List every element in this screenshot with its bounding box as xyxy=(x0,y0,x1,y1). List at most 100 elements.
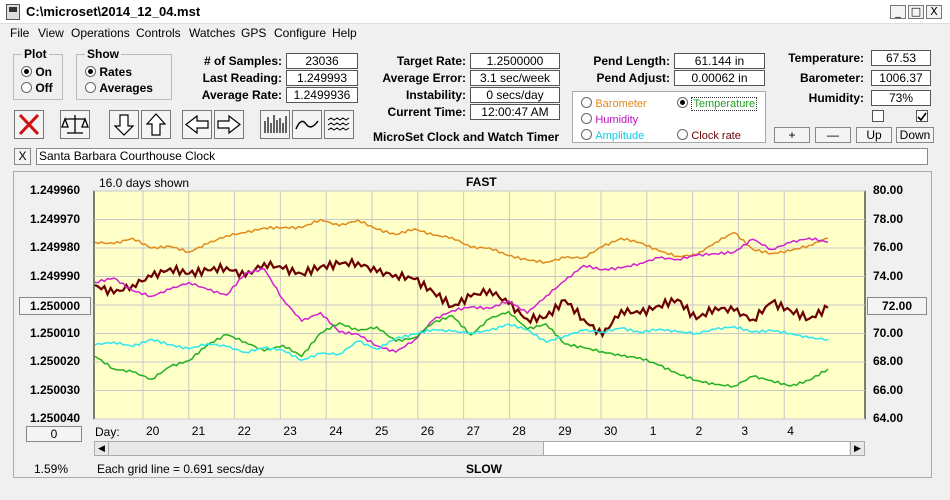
series-line-temperature xyxy=(94,218,829,264)
day-tick-label: 4 xyxy=(787,424,794,438)
day-tick-label: 29 xyxy=(558,424,572,438)
day-tick-label: 24 xyxy=(329,424,343,438)
target-rate-input[interactable]: 1.2500000 xyxy=(470,53,560,69)
day-tick-label: 1 xyxy=(649,424,657,438)
right-tick-label: 66.00 xyxy=(873,382,904,397)
show-averages-radio[interactable]: Averages xyxy=(85,81,153,95)
day-tick-label: 30 xyxy=(604,424,618,438)
scroll-right-arrow-icon[interactable]: ▶ xyxy=(850,442,864,455)
left-tick-label: 1.250010 xyxy=(30,325,81,340)
humidity-stat-label: Humidity: xyxy=(808,91,864,105)
series-humidity-radio[interactable]: Humidity xyxy=(581,112,638,126)
x-axis-label: Day: xyxy=(95,425,120,439)
wave-icon xyxy=(295,120,319,130)
amplitude-label: Amplitude xyxy=(595,130,645,142)
show-group: Show xyxy=(76,47,172,100)
right-tick-label: 68.00 xyxy=(873,354,904,368)
fast-label: FAST xyxy=(466,175,497,189)
plot-on-label: On xyxy=(35,65,53,79)
menu-file[interactable]: File xyxy=(10,26,30,40)
noise-plot-button[interactable] xyxy=(324,110,354,139)
show-averages-label: Averages xyxy=(99,81,153,95)
arrow-up-icon xyxy=(145,113,167,136)
day-tick-label: 23 xyxy=(283,424,297,438)
maximize-button[interactable]: □ xyxy=(908,5,924,19)
series-clock-rate-radio[interactable]: Clock rate xyxy=(677,128,741,142)
window-title: C:\microset\2014_12_04.mst xyxy=(26,4,201,19)
pend-adjust-value: 0.00062 in xyxy=(674,70,765,86)
left-center-button[interactable]: 1.250000 xyxy=(19,297,91,315)
offset-button[interactable]: 0 xyxy=(26,426,82,442)
series-temperature-radio[interactable]: Temperature xyxy=(677,96,758,111)
move-down-button[interactable] xyxy=(109,110,139,139)
barometer-stat-value: 1006.37 xyxy=(871,70,931,86)
days-shown-label: 16.0 days shown xyxy=(99,176,190,190)
up-button[interactable]: Up xyxy=(856,127,892,143)
left-tick-label: 1.249960 xyxy=(30,183,81,197)
plot-group: Plot xyxy=(13,47,63,100)
last-reading-value: 1.249993 xyxy=(286,70,358,86)
left-tick-label: 1.250040 xyxy=(30,411,81,425)
menu-gps[interactable]: GPS xyxy=(241,26,267,40)
series-amplitude-radio[interactable]: Amplitude xyxy=(581,128,644,142)
menu-bar: File View Operations Controls Watches GP… xyxy=(0,24,950,43)
clock-name-input[interactable]: Santa Barbara Courthouse Clock xyxy=(36,148,928,165)
day-tick-label: 22 xyxy=(237,424,251,438)
menu-view[interactable]: View xyxy=(38,26,64,40)
menu-controls[interactable]: Controls xyxy=(136,26,181,40)
line-plot-button[interactable] xyxy=(292,110,322,139)
plot-on-radio[interactable]: On xyxy=(21,65,52,79)
minimize-button[interactable]: _ xyxy=(890,5,906,19)
pend-adjust-label: Pend Adjust: xyxy=(596,71,670,85)
show-rates-label: Rates xyxy=(99,65,133,79)
stop-button[interactable] xyxy=(14,110,44,139)
amplitude-radio-indicator xyxy=(581,129,592,140)
balance-scale-icon xyxy=(61,115,89,134)
scrollbar-thumb[interactable] xyxy=(543,442,849,455)
down-button[interactable]: Down xyxy=(896,127,934,143)
show-rates-radio[interactable]: Rates xyxy=(85,65,132,79)
scroll-left-arrow-icon[interactable]: ◀ xyxy=(95,442,109,455)
balance-button[interactable] xyxy=(60,110,90,139)
plot-off-radio[interactable]: Off xyxy=(21,81,53,95)
menu-help[interactable]: Help xyxy=(332,26,357,40)
bar-plot-button[interactable] xyxy=(260,110,290,139)
move-up-button[interactable] xyxy=(141,110,171,139)
temperature-stat-value: 67.53 xyxy=(871,50,931,66)
radio-averages-indicator xyxy=(85,82,96,93)
day-tick-label: 3 xyxy=(741,424,749,438)
title-bar: C:\microset\2014_12_04.mst _ □ X xyxy=(0,0,950,24)
clear-name-button[interactable]: X xyxy=(14,148,31,165)
plus-button[interactable]: + xyxy=(774,127,810,143)
radio-rates-indicator xyxy=(85,66,96,77)
series-barometer-radio[interactable]: Barometer xyxy=(581,96,647,110)
temperature-radio-indicator xyxy=(677,97,688,108)
right-center-button[interactable]: 72.00 xyxy=(867,297,927,315)
minus-button[interactable]: — xyxy=(815,127,851,143)
noise-lines-icon xyxy=(327,117,350,131)
menu-operations[interactable]: Operations xyxy=(71,26,130,40)
right-tick-label: 64.00 xyxy=(873,411,904,425)
day-tick-label: 21 xyxy=(191,424,206,438)
current-time-value: 12:00:47 AM xyxy=(470,104,560,120)
checkbox-right[interactable] xyxy=(916,110,928,122)
menu-watches[interactable]: Watches xyxy=(189,26,236,40)
pend-length-input[interactable]: 61.144 in xyxy=(674,53,765,69)
right-tick-label: 78.00 xyxy=(873,211,904,226)
samples-label: # of Samples: xyxy=(203,54,282,68)
day-tick-label: 28 xyxy=(512,424,526,438)
close-button[interactable]: X xyxy=(926,5,942,19)
average-rate-value: 1.2499936 xyxy=(286,87,358,103)
pend-length-label: Pend Length: xyxy=(593,54,670,68)
instability-value: 0 secs/day xyxy=(470,87,560,103)
barometer-label: Barometer xyxy=(595,98,647,110)
menu-configure[interactable]: Configure xyxy=(274,26,327,40)
horizontal-scrollbar[interactable]: ◀ ▶ xyxy=(94,441,865,456)
series-line-clock-rate xyxy=(94,256,829,339)
move-left-button[interactable] xyxy=(182,110,212,139)
move-right-button[interactable] xyxy=(214,110,244,139)
checkbox-left[interactable] xyxy=(872,110,884,122)
plot-group-title: Plot xyxy=(22,47,49,61)
day-tick-label: 27 xyxy=(466,424,480,438)
